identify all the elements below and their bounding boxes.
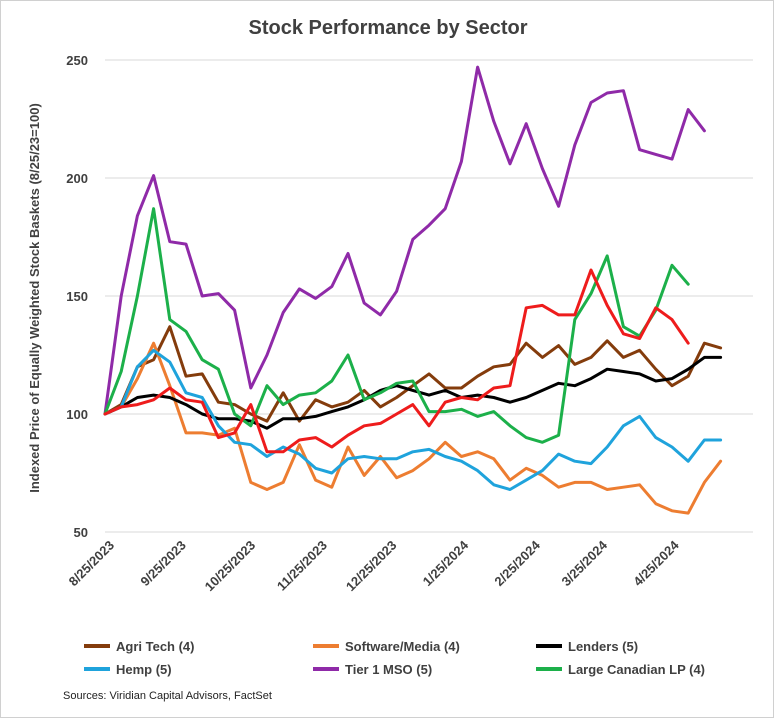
series-lines xyxy=(103,65,723,515)
y-tick-label: 50 xyxy=(74,525,88,540)
series-line-software-media-4 xyxy=(103,341,723,515)
x-tick-label: 12/25/2023 xyxy=(343,538,400,595)
source-note: Sources: Viridian Capital Advisors, Fact… xyxy=(63,690,272,702)
x-tick-label: 11/25/2023 xyxy=(274,538,330,594)
legend: Agri Tech (4) Software/Media (4) Lenders (… xyxy=(84,639,705,677)
series-line-large-canadian-lp-4 xyxy=(103,207,690,444)
x-tick-label: 4/25/2024 xyxy=(630,537,682,589)
x-tick-label: 1/25/2024 xyxy=(420,537,472,589)
series-line-tier-1-mso-5 xyxy=(103,65,706,416)
y-tick-labels: 50 100 150 200 250 xyxy=(66,53,88,540)
x-tick-label: 3/25/2024 xyxy=(559,537,611,589)
y-tick-label: 150 xyxy=(66,289,88,304)
legend-label-agri-tech-4: Agri Tech (4) xyxy=(116,639,195,654)
x-tick-label: 2/25/2024 xyxy=(491,537,543,589)
x-tick-labels: 8/25/2023 9/25/2023 10/25/2023 11/25/2023 12… xyxy=(66,537,683,594)
legend-label-lenders-5: Lenders (5) xyxy=(568,639,638,654)
series-line-hemp-5 xyxy=(103,348,723,491)
y-tick-label: 200 xyxy=(66,171,88,186)
legend-label-software-media-4: Software/Media (4) xyxy=(345,639,460,654)
x-tick-label: 8/25/2023 xyxy=(66,538,118,590)
y-tick-label: 100 xyxy=(66,407,88,422)
chart-title: Stock Performance by Sector xyxy=(249,17,528,39)
x-tick-label: 10/25/2023 xyxy=(202,538,259,595)
x-tick-label: 9/25/2023 xyxy=(137,538,189,590)
legend-label-tier-1-mso-5: Tier 1 MSO (5) xyxy=(345,662,432,677)
series-line-unlabeled-red xyxy=(103,268,690,454)
y-axis-label: Indexed Price of Equally Weighted Stock … xyxy=(27,103,42,493)
series-line-agri-tech-4 xyxy=(103,325,723,423)
series-line-lenders-5 xyxy=(103,355,723,430)
legend-label-large-canadian-lp-4: Large Canadian LP (4) xyxy=(568,662,705,677)
y-tick-label: 250 xyxy=(66,53,88,68)
legend-label-hemp-5: Hemp (5) xyxy=(116,662,172,677)
